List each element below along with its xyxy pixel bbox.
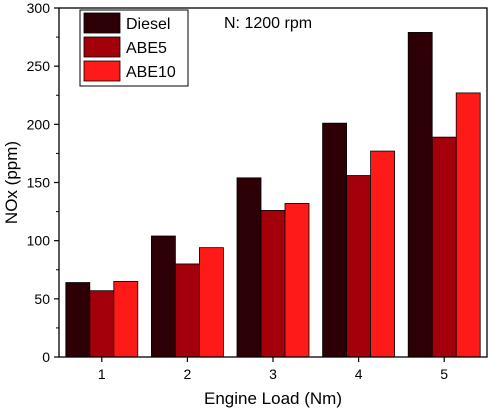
plot-frame xyxy=(58,7,488,358)
bar-diesel-2 xyxy=(150,235,176,358)
legend: Diesel ABE5 ABE10 xyxy=(79,9,189,87)
y-axis-title: NOx (ppm) xyxy=(2,141,21,224)
bar-abe10-4 xyxy=(370,150,396,358)
x-tick-label: 3 xyxy=(269,366,277,382)
legend-swatch-diesel xyxy=(83,12,121,34)
rpm-annotation: N: 1200 rpm xyxy=(224,15,312,32)
y-tick-label: 300 xyxy=(27,0,51,16)
legend-label-abe10: ABE10 xyxy=(126,64,176,81)
y-tick-label: 250 xyxy=(27,58,51,74)
x-tick-label: 5 xyxy=(440,366,448,382)
legend-swatch-abe5 xyxy=(83,36,121,58)
bar-abe10-2 xyxy=(198,247,224,358)
legend-swatch-abe10 xyxy=(83,60,121,82)
bar-diesel-1 xyxy=(65,282,91,358)
y-tick-label: 150 xyxy=(27,175,51,191)
bar-abe5-1 xyxy=(89,290,115,358)
y-tick-label: 200 xyxy=(27,116,51,132)
bar-abe5-5 xyxy=(431,136,457,358)
bar-diesel-4 xyxy=(322,122,348,358)
x-tick-label: 1 xyxy=(98,366,106,382)
bar-abe5-2 xyxy=(174,263,200,358)
y-axis-ticks: 0 50 100 150 200 250 300 xyxy=(27,0,59,365)
y-tick-label: 100 xyxy=(27,233,51,249)
bars-group xyxy=(65,32,481,358)
x-axis-ticks: 1 2 3 4 5 xyxy=(98,357,448,382)
x-tick-label: 4 xyxy=(355,366,363,382)
bar-diesel-5 xyxy=(407,32,433,358)
legend-label-diesel: Diesel xyxy=(126,16,170,33)
y-tick-label: 0 xyxy=(42,349,50,365)
bar-abe5-4 xyxy=(346,175,372,358)
x-axis-title: Engine Load (Nm) xyxy=(204,389,342,408)
bar-abe10-3 xyxy=(284,203,310,358)
y-tick-label: 50 xyxy=(34,291,50,307)
bar-diesel-3 xyxy=(236,177,262,358)
legend-label-abe5: ABE5 xyxy=(126,40,167,57)
x-tick-label: 2 xyxy=(184,366,192,382)
bar-abe5-3 xyxy=(260,210,286,358)
bar-abe10-5 xyxy=(455,92,481,358)
bar-abe10-1 xyxy=(113,280,139,358)
